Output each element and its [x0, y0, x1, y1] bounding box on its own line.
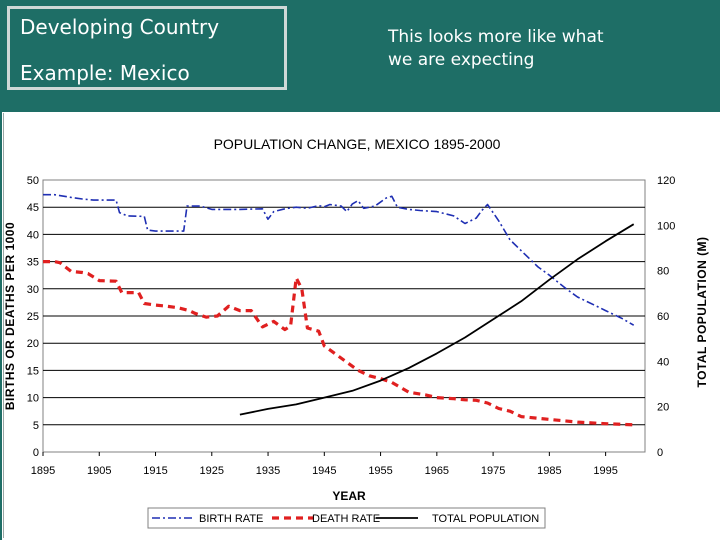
- axes: 0 5 10 15 20 25 30 35 40 45 50 0 20 40 60 80 100 120 1895 1…: [27, 175, 676, 477]
- y-tick-label-25: 25: [27, 311, 39, 323]
- slide-subtitle: Example: Mexico: [20, 61, 190, 85]
- x-tick-label-1955: 1955: [368, 465, 392, 477]
- x-axis-label: YEAR: [332, 489, 366, 503]
- legend-box: [147, 507, 546, 529]
- y-tick-label-30: 30: [27, 284, 39, 296]
- x-tick-label-1995: 1995: [593, 465, 617, 477]
- legend-label-birth-rate: BIRTH RATE: [199, 513, 263, 525]
- x-tick-label-1905: 1905: [87, 465, 111, 477]
- y-tick-label-35: 35: [27, 257, 39, 269]
- y-tick-label-40: 40: [27, 229, 39, 241]
- legend-label-death-rate: DEATH RATE: [312, 513, 380, 525]
- series-total-population-line: [239, 223, 635, 416]
- series-death-rate-line: [43, 260, 634, 427]
- y2-tick-label-20: 20: [657, 402, 669, 414]
- y2-tick-label-100: 100: [657, 220, 675, 232]
- slide-title: Developing Country: [20, 15, 220, 39]
- x-tick-label-1925: 1925: [200, 465, 224, 477]
- y-tick-label-10: 10: [27, 393, 39, 405]
- slide-title-box: Developing Country Example: Mexico: [7, 6, 287, 90]
- y-tick-label-20: 20: [27, 338, 39, 350]
- chart-title: POPULATION CHANGE, MEXICO 1895-2000: [214, 136, 501, 152]
- y2-axis-label: TOTAL POPULATION (M): [695, 236, 709, 387]
- y2-tick-label-120: 120: [657, 175, 675, 187]
- left-edge-bar: [0, 112, 2, 540]
- x-tick-label-1965: 1965: [425, 465, 449, 477]
- x-tick-label-1935: 1935: [256, 465, 280, 477]
- x-tick-label-1985: 1985: [537, 465, 561, 477]
- y-tick-label-45: 45: [27, 202, 39, 214]
- note-line-2: we are expecting: [388, 50, 535, 70]
- y-tick-label-5: 5: [33, 420, 39, 432]
- x-tick-label-1945: 1945: [312, 465, 336, 477]
- gridlines: [43, 206, 645, 426]
- x-tick-label-1975: 1975: [481, 465, 505, 477]
- y2-tick-label-0: 0: [657, 447, 663, 459]
- chart-frame: [3, 113, 717, 538]
- legend: BIRTH RATE DEATH RATE TOTAL POPULATION: [147, 507, 546, 529]
- note-line-1: This looks more like what: [388, 27, 604, 47]
- y-tick-label-15: 15: [27, 365, 39, 377]
- series-layer: [43, 193, 635, 427]
- header-banner: Developing Country Example: Mexico This …: [0, 0, 720, 112]
- y2-tick-label-60: 60: [657, 311, 669, 323]
- x-tick-label-1895: 1895: [31, 465, 55, 477]
- y2-tick-label-80: 80: [657, 266, 669, 278]
- y-axis-label: BIRTHS OR DEATHS PER 1000: [3, 222, 17, 410]
- series-birth-rate-line: [43, 193, 635, 326]
- y2-tick-label-40: 40: [657, 356, 669, 368]
- y-tick-label-50: 50: [27, 175, 39, 187]
- legend-label-total-population: TOTAL POPULATION: [432, 513, 539, 525]
- x-tick-label-1915: 1915: [143, 465, 167, 477]
- y-tick-label-0: 0: [33, 447, 39, 459]
